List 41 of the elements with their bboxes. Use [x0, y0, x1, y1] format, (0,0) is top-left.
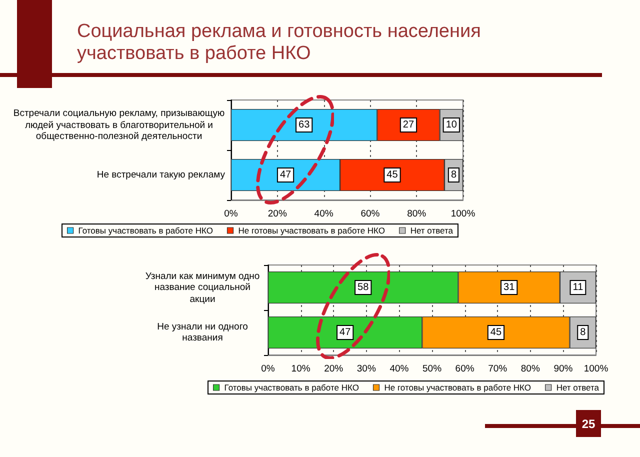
data-label: 47 — [340, 327, 352, 338]
x-tick-label: 40% — [314, 208, 334, 220]
x-tick-label: 40% — [390, 364, 410, 374]
chart-title: Социальная реклама и готовность населения участвовать в работе НКО — [77, 21, 482, 65]
x-tick-label: 50% — [422, 364, 442, 374]
x-tick-label: 70% — [488, 364, 508, 374]
data-label: 27 — [402, 120, 414, 130]
y-tick-label: Встречали социальную рекламу, призывающую людей участвовать в благотворительной и общественно-полезной деятельности — [13, 108, 225, 142]
x-tick-label: 90% — [554, 364, 574, 374]
y-tick-label: Не узнали ни одного названия — [156, 321, 249, 344]
legend-label: Не готовы участвовать в работе НКО — [238, 226, 386, 236]
text: 25 — [580, 417, 596, 431]
x-tick-label: 30% — [356, 364, 376, 374]
x-tick-label: 0% — [261, 364, 276, 374]
x-tick-label: 80% — [407, 208, 427, 220]
legend-label: Нет ответа — [410, 226, 454, 236]
data-label: 47 — [280, 170, 292, 180]
y-tick-label: Не встречали такую рекламу — [96, 169, 225, 181]
legend-label: Готовы участвовать в работе НКО — [78, 226, 214, 236]
x-tick-label: 10% — [291, 364, 311, 374]
data-label: 63 — [298, 120, 310, 130]
x-tick-label: 20% — [324, 364, 344, 374]
data-label: 58 — [358, 282, 370, 293]
data-label: 45 — [386, 170, 398, 180]
x-tick-label: 20% — [268, 208, 288, 220]
data-label: 10 — [446, 120, 458, 130]
data-label: 11 — [572, 282, 584, 293]
x-tick-label: 60% — [360, 208, 380, 220]
data-label: 31 — [504, 282, 516, 293]
data-label: 45 — [490, 327, 502, 338]
y-tick-label: Узнали как минимум одно название социальной акции — [144, 270, 261, 305]
data-label: 8 — [580, 327, 586, 338]
data-label: 8 — [450, 170, 457, 180]
x-tick-label: 100% — [584, 364, 609, 374]
legend-label: Не готовы участвовать в работе НКО — [384, 382, 532, 392]
x-tick-label: 100% — [450, 208, 476, 220]
legend-label: Готовы участвовать в работе НКО — [224, 382, 360, 392]
x-tick-label: 0% — [224, 208, 238, 220]
legend-label: Нет ответа — [556, 382, 600, 392]
x-tick-label: 80% — [520, 364, 540, 374]
x-tick-label: 60% — [455, 364, 475, 374]
